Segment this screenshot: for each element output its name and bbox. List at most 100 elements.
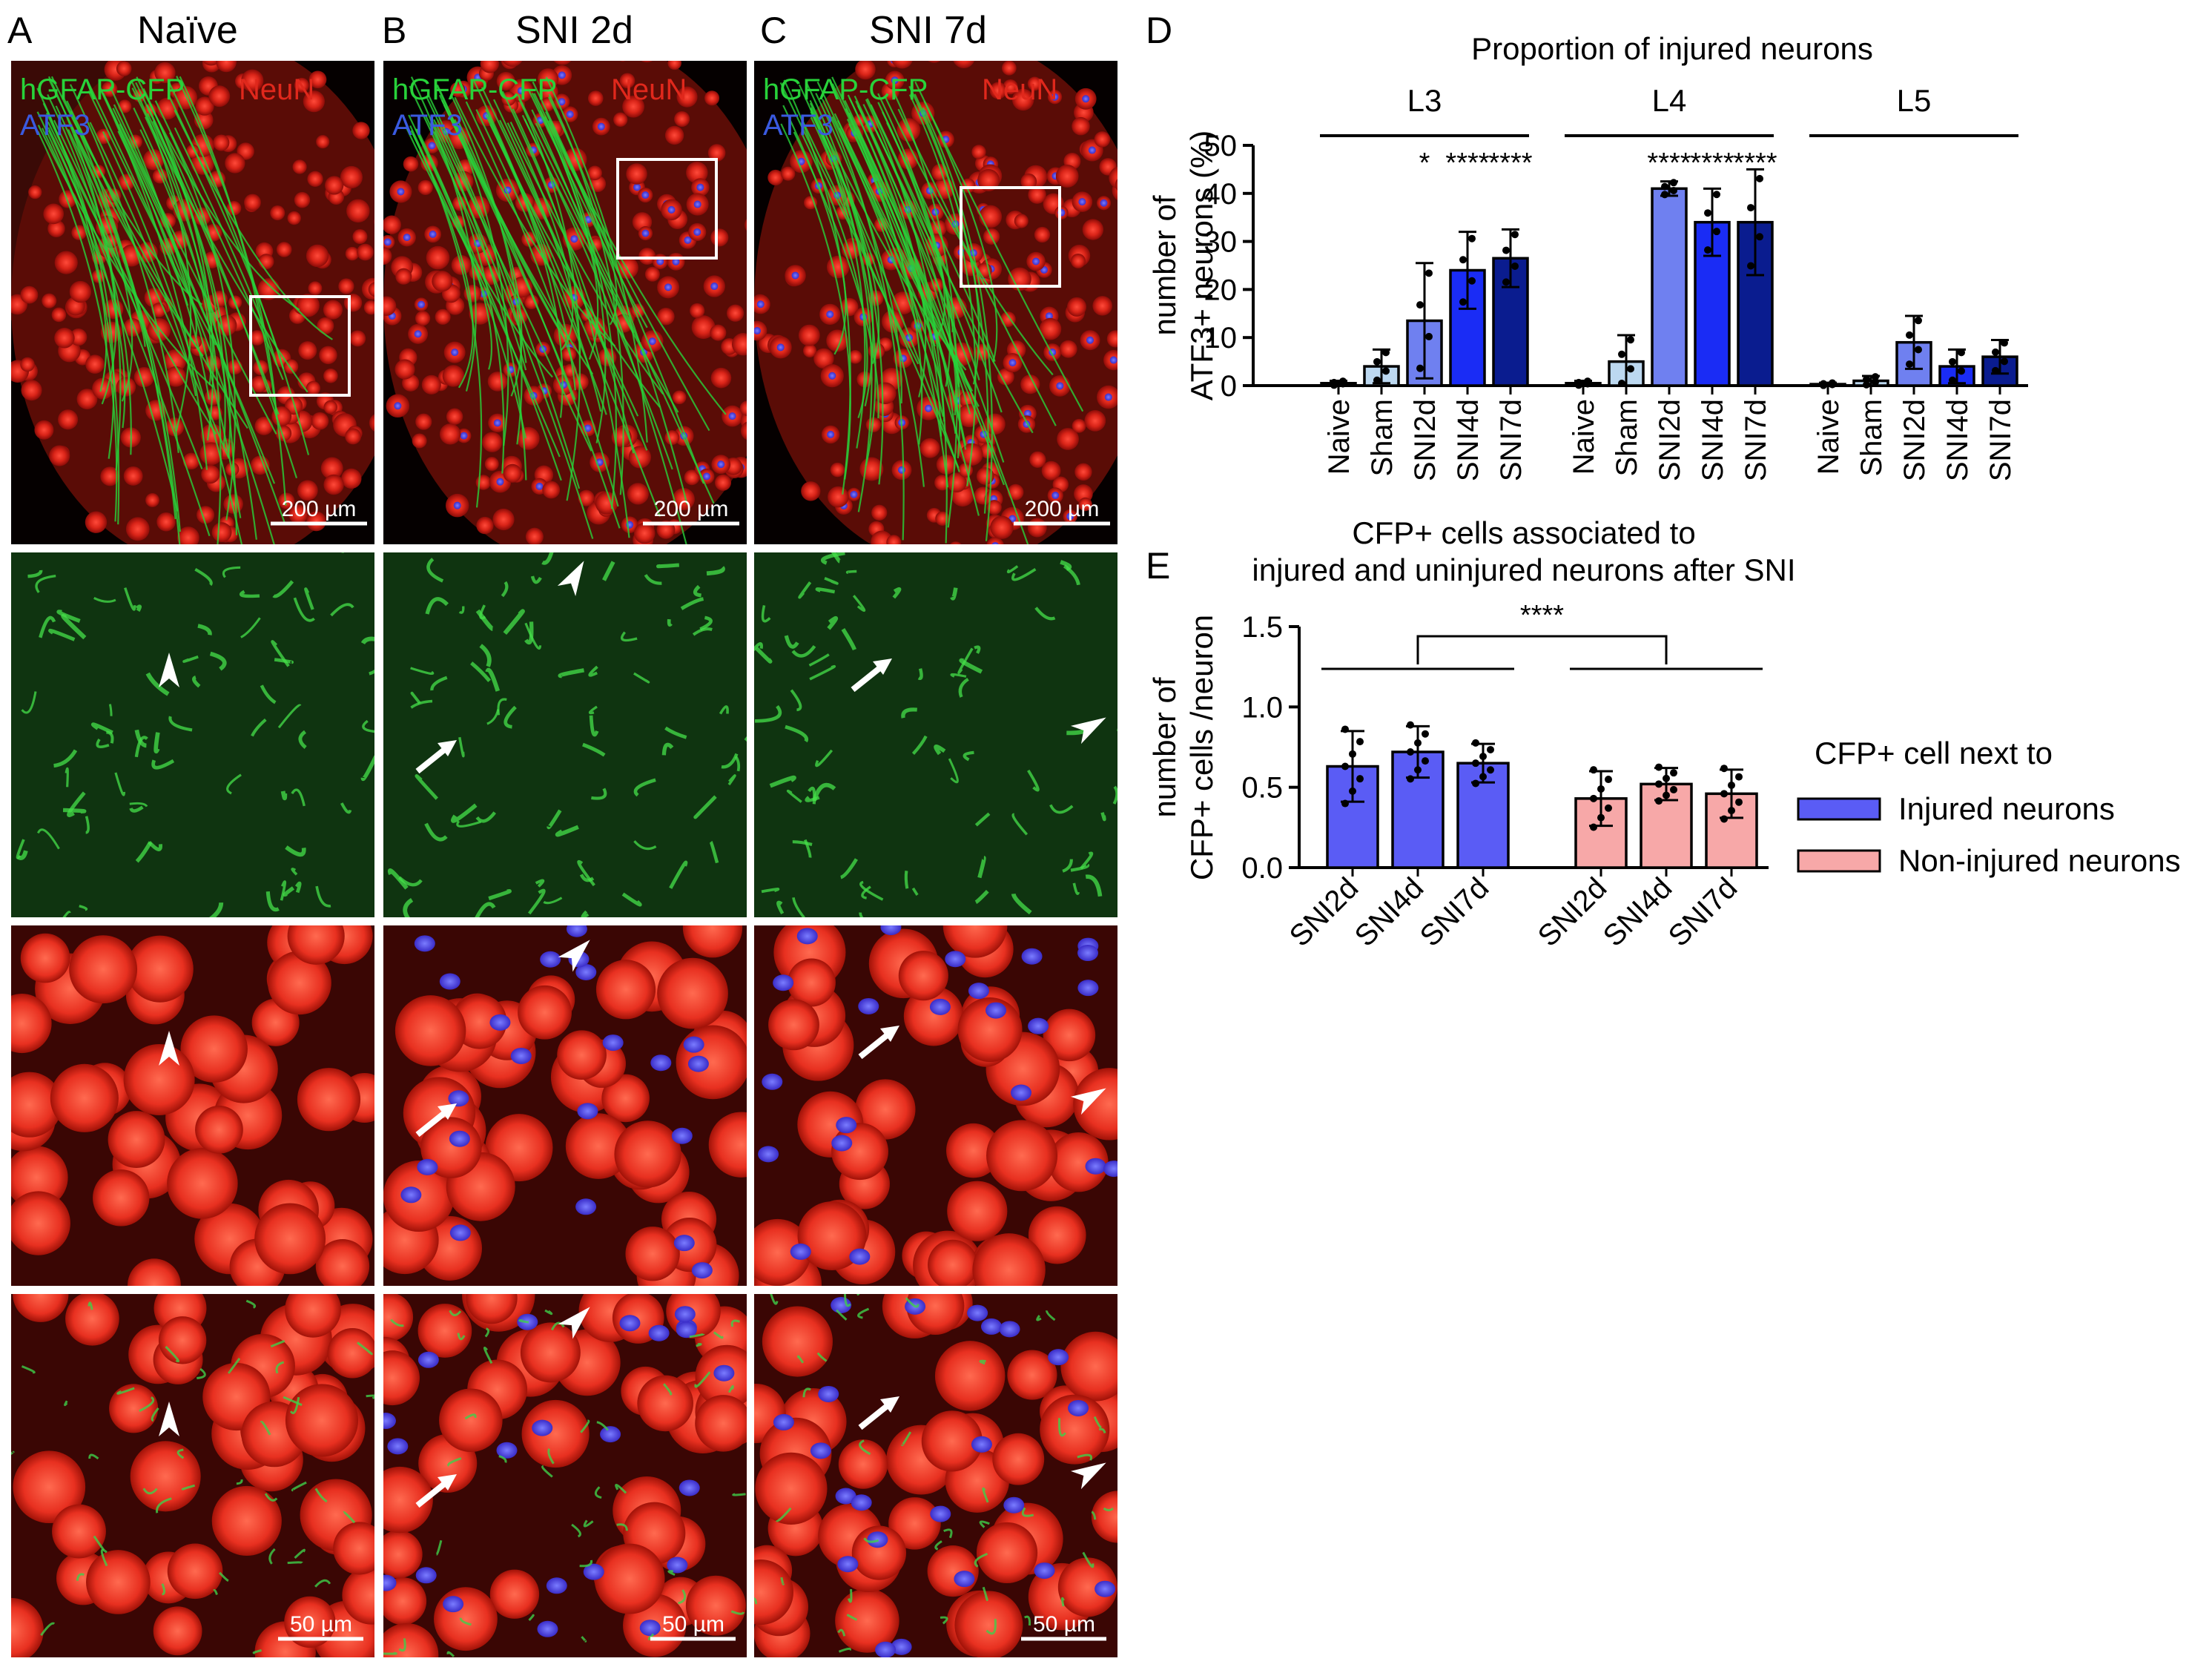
neuron-cell	[838, 1439, 888, 1489]
neuron-cell	[1014, 214, 1029, 228]
glial-process	[1036, 1315, 1042, 1321]
neuron-cell	[587, 165, 602, 181]
gfap-fiber	[836, 119, 980, 516]
glial-process	[1034, 607, 1056, 621]
significance-label: ****	[1520, 600, 1564, 631]
atf3-nucleus	[991, 542, 999, 544]
atf3-nucleus	[1109, 356, 1117, 364]
marker-label-green: hGFAP-CFP	[392, 73, 557, 106]
atf3-nucleus	[489, 1014, 511, 1031]
data-point	[1590, 766, 1597, 774]
atf3-nucleus	[891, 76, 899, 85]
arrow-marker-head	[880, 1026, 899, 1042]
gfap-fiber	[410, 130, 561, 458]
glial-process	[156, 1497, 172, 1513]
glial-process	[543, 897, 563, 905]
micrograph-tile: hGFAP-CFP NeuN ATF3 200 µm	[754, 61, 1117, 544]
neuron-cell	[634, 522, 656, 544]
glial-process	[621, 631, 638, 642]
gfap-fiber	[897, 108, 1057, 426]
atf3-nucleus	[818, 1385, 839, 1402]
x-tick-label: SNI4d	[1452, 399, 1485, 481]
neuron-cell	[1028, 185, 1046, 204]
glial-process	[579, 874, 595, 882]
neuron-cell	[152, 168, 168, 184]
glial-process	[982, 1487, 989, 1503]
neuron-cell	[340, 165, 363, 189]
data-point	[1425, 269, 1433, 277]
glial-process	[298, 730, 307, 749]
glial-process	[366, 1394, 374, 1399]
neuron-cell	[1074, 463, 1092, 481]
glial-process	[291, 1481, 307, 1492]
glial-process	[76, 1573, 85, 1581]
glial-process	[805, 796, 820, 802]
data-point	[1349, 787, 1356, 795]
glial-process	[39, 615, 56, 638]
glial-process	[161, 1583, 166, 1596]
data-point	[1422, 730, 1429, 738]
glial-process	[1011, 813, 1029, 836]
glial-process	[776, 900, 785, 915]
neuron-cell	[986, 500, 1002, 515]
neuron-cell	[613, 112, 628, 127]
neuron-cell	[216, 61, 237, 73]
atf3-nucleus	[891, 1638, 912, 1655]
glial-process	[410, 667, 435, 676]
y-tick-label: 1.5	[1241, 611, 1283, 644]
neuron-cell	[828, 486, 849, 508]
neuron-cell	[657, 307, 675, 326]
neuron-cell	[1028, 1206, 1086, 1264]
neuron-cell	[1055, 165, 1079, 188]
glial-process	[589, 715, 599, 737]
atf3-nucleus	[383, 238, 392, 246]
y-tick-label: 10	[1204, 322, 1238, 354]
glial-process	[769, 775, 796, 788]
neuron-cell	[227, 359, 242, 375]
y-tick-label: 40	[1204, 178, 1238, 211]
glial-process	[314, 1579, 331, 1588]
glial-process	[667, 618, 673, 627]
neuron-cell	[202, 61, 220, 66]
neuron-cell	[180, 1015, 248, 1083]
data-point	[1472, 739, 1479, 747]
glial-process	[530, 575, 542, 584]
data-point	[1407, 775, 1414, 783]
glial-process	[667, 1570, 676, 1577]
atf3-nucleus	[702, 472, 710, 481]
neuron-cell	[211, 522, 232, 543]
glial-process	[974, 645, 981, 654]
panel-e-ylabel-line2: CFP+ cells /neuron	[1184, 615, 1219, 880]
data-point	[1756, 233, 1763, 241]
neuron-cell	[685, 1575, 746, 1636]
neuron-cell	[1078, 497, 1092, 512]
atf3-nucleus	[1082, 95, 1090, 103]
neuron-cell	[1020, 173, 1037, 190]
neuron-cell	[990, 515, 1014, 539]
neuron-cell	[257, 278, 280, 300]
glial-process	[503, 609, 525, 636]
neuron-cell	[1011, 88, 1034, 111]
glial-process	[222, 566, 241, 578]
neuron-cell	[156, 512, 176, 532]
neuron-cell	[323, 474, 344, 495]
glial-process	[852, 595, 866, 613]
glial-process	[959, 658, 983, 674]
glial-process	[314, 1488, 328, 1503]
glial-process	[181, 1484, 196, 1491]
atf3-nucleus	[383, 1574, 397, 1591]
glial-process	[633, 672, 650, 684]
atf3-nucleus	[449, 1224, 471, 1241]
glial-process	[785, 724, 808, 743]
atf3-nucleus	[967, 1304, 988, 1321]
neuron-cell	[303, 90, 325, 113]
neuron-cell	[502, 61, 523, 67]
neuron-cell	[403, 156, 419, 172]
atf3-nucleus	[1051, 492, 1060, 500]
marker-label-red: NeuN	[982, 73, 1057, 106]
neuron-cell	[182, 452, 200, 470]
panel-e-legend-title: CFP+ cell next to	[1815, 736, 2053, 770]
glial-process	[644, 574, 662, 585]
micrograph-tile	[11, 925, 374, 1286]
